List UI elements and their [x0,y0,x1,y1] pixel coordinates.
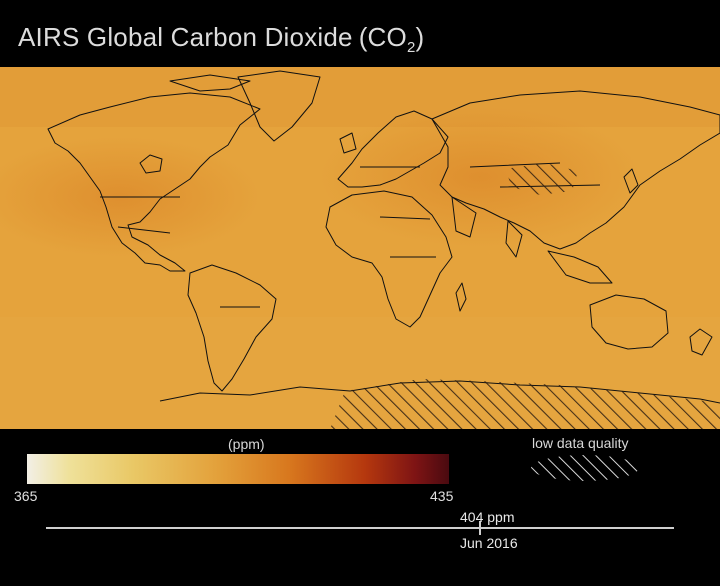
south-america-outline [187,264,277,392]
greenland-outline [237,70,321,142]
current-value: 404 ppm [460,509,515,525]
europe-outline [337,110,449,188]
title-text: AIRS Global Carbon Dioxide [18,22,353,52]
colorbar-max-label: 435 [430,488,454,504]
low-quality-region-antarctica [330,379,720,429]
australia-outline [589,294,669,350]
low-quality-label: low data quality [532,435,629,451]
africa-outline [325,190,453,328]
colorbar-units: (ppm) [228,436,265,452]
timeline-marker [479,521,481,535]
colorbar [27,454,449,484]
asia-outline [431,90,720,250]
coastlines [47,70,720,404]
current-date: Jun 2016 [460,535,518,551]
page-title: AIRS Global Carbon Dioxide (CO2) [18,22,424,56]
colorbar-min-label: 365 [14,488,38,504]
co2-world-map [0,67,720,429]
low-quality-swatch [531,455,639,481]
title-formula: (CO2) [358,22,425,57]
low-quality-region-tibet [505,163,578,195]
timeline-track [46,527,674,529]
north-america-outline [47,92,261,272]
